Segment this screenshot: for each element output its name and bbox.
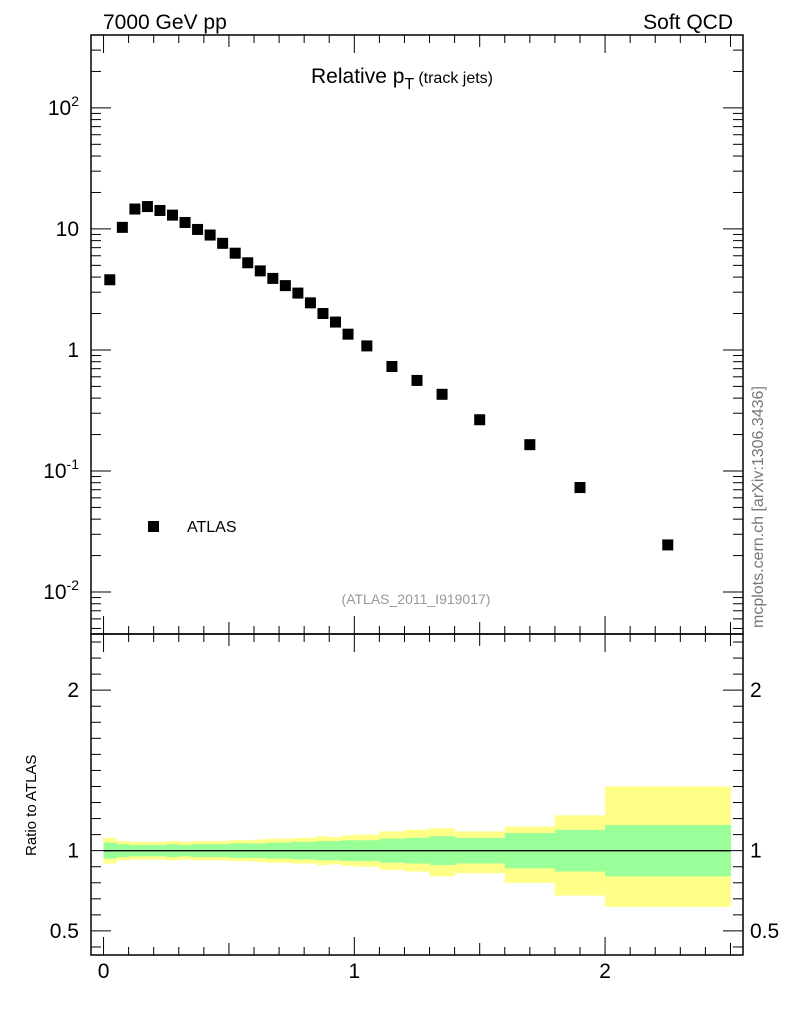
data-point	[267, 272, 279, 284]
y-tick-label-base: 1	[67, 339, 79, 362]
chart-title: Relative pT (track jets)	[311, 65, 493, 93]
top-axis-ticks	[91, 34, 743, 634]
ratio-y-tick-label-left: 2	[67, 679, 79, 702]
y-tick-label: 10-2	[43, 577, 79, 604]
ratio-y-axis-label: Ratio to ATLAS	[23, 755, 40, 856]
y-tick-label-exp: -1	[67, 456, 80, 472]
data-point	[330, 316, 341, 328]
bottom-axis-ticks	[91, 634, 743, 955]
data-point	[242, 257, 254, 269]
legend-label-atlas: ATLAS	[187, 519, 237, 536]
data-point	[524, 439, 536, 451]
data-point	[361, 340, 373, 352]
top-plot-frame	[90, 34, 744, 635]
y-tick-label-exp: -2	[67, 577, 80, 593]
data-point	[342, 328, 354, 340]
bottom-plot-frame	[90, 633, 744, 956]
data-point	[662, 539, 674, 551]
y-tick-label-base: 10	[56, 218, 79, 241]
data-point	[474, 414, 486, 426]
side-label: mcplots.cern.ch [arXiv:1306.3436]	[750, 386, 767, 628]
data-point	[229, 247, 241, 259]
ratio-y-tick-label-left: 1	[67, 840, 79, 863]
y-tick-label-exp: 2	[71, 93, 79, 109]
x-tick-label: 2	[599, 960, 611, 983]
data-point	[279, 280, 291, 292]
data-point	[167, 209, 178, 221]
y-tick-label: 10-1	[43, 456, 79, 483]
chart-title-suffix: (track jets)	[414, 70, 493, 87]
data-point	[154, 204, 166, 216]
data-point	[217, 237, 229, 249]
header-left: 7000 GeV pp	[103, 11, 227, 34]
y-tick-label: 102	[48, 93, 79, 120]
y-tick-label-base: 10	[43, 581, 66, 604]
chart-title-main: Relative p	[311, 65, 404, 88]
data-point	[436, 388, 448, 400]
reference-label: (ATLAS_2011_I919017)	[342, 591, 491, 607]
ratio-y-tick-label-right: 0.5	[750, 920, 779, 943]
y-tick-label: 1	[67, 339, 79, 362]
ratio-y-tick-label-right: 1	[750, 840, 762, 863]
data-point	[411, 374, 423, 386]
data-point	[292, 287, 304, 299]
data-point	[574, 482, 586, 494]
chart-title-sub: T	[404, 76, 414, 93]
x-tick-label: 0	[98, 960, 110, 983]
data-point	[129, 203, 141, 215]
data-point	[254, 265, 266, 277]
y-tick-label-base: 10	[48, 97, 71, 120]
data-point	[204, 229, 216, 241]
data-point	[141, 201, 153, 213]
data-point	[317, 308, 329, 320]
data-points	[104, 201, 674, 551]
data-point	[104, 274, 116, 286]
data-point	[192, 223, 204, 235]
data-point	[386, 360, 398, 372]
x-tick-label: 1	[348, 960, 360, 983]
ratio-y-tick-label-right: 2	[750, 679, 762, 702]
bottom-tick-labels: 0.5 0.5 1 1 2 2 0 1 2	[50, 679, 779, 983]
data-point	[179, 216, 191, 228]
y-tick-label-base: 10	[43, 460, 66, 483]
data-point	[304, 297, 316, 309]
data-point	[116, 221, 128, 233]
ratio-y-tick-label-left: 0.5	[50, 920, 79, 943]
legend-marker-atlas	[148, 521, 159, 532]
y-tick-label: 10	[56, 218, 79, 241]
header-right: Soft QCD	[643, 11, 733, 34]
